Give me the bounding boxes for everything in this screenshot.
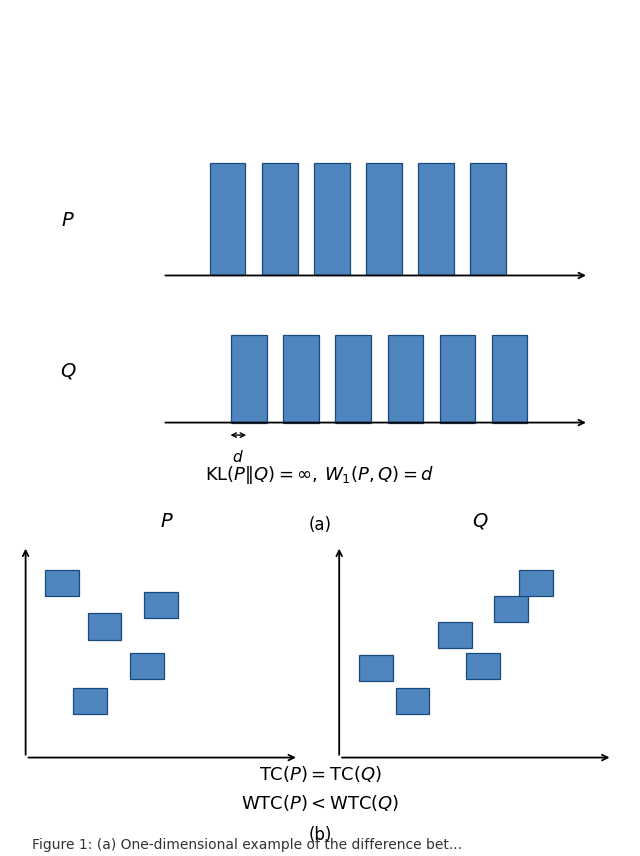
Text: $\mathrm{TC}(P)=\mathrm{TC}(Q)$: $\mathrm{TC}(P)=\mathrm{TC}(Q)$: [259, 764, 381, 784]
Bar: [419, 163, 454, 276]
Bar: [494, 596, 528, 622]
Text: $P$: $P$: [159, 512, 173, 531]
Bar: [470, 163, 506, 276]
Bar: [492, 335, 527, 423]
Bar: [440, 335, 475, 423]
Bar: [231, 335, 267, 423]
Text: (b): (b): [308, 826, 332, 845]
Bar: [314, 163, 349, 276]
Bar: [74, 687, 108, 714]
Bar: [88, 614, 122, 639]
Bar: [387, 335, 423, 423]
Bar: [262, 163, 298, 276]
Bar: [438, 622, 472, 649]
Text: Figure 1: (a) One-dimensional example of the difference bet...: Figure 1: (a) One-dimensional example of…: [32, 838, 462, 852]
Bar: [45, 570, 79, 596]
Bar: [366, 163, 402, 276]
Text: $Q$: $Q$: [472, 510, 488, 531]
Text: $\mathrm{KL}(P\|Q)=\infty,\, W_1(P,Q)=d$: $\mathrm{KL}(P\|Q)=\infty,\, W_1(P,Q)=d$: [205, 464, 435, 486]
Bar: [130, 653, 164, 679]
Bar: [284, 335, 319, 423]
Bar: [520, 570, 553, 596]
Bar: [466, 653, 500, 679]
Text: (a): (a): [308, 515, 332, 533]
Bar: [210, 163, 246, 276]
Bar: [335, 335, 371, 423]
Bar: [144, 591, 178, 618]
Text: $\mathrm{WTC}(P)<\mathrm{WTC}(Q)$: $\mathrm{WTC}(P)<\mathrm{WTC}(Q)$: [241, 793, 399, 812]
Text: $P$: $P$: [61, 211, 75, 230]
Bar: [396, 687, 429, 714]
Bar: [359, 655, 393, 681]
Text: $Q$: $Q$: [60, 361, 76, 381]
Text: $d$: $d$: [232, 449, 244, 465]
